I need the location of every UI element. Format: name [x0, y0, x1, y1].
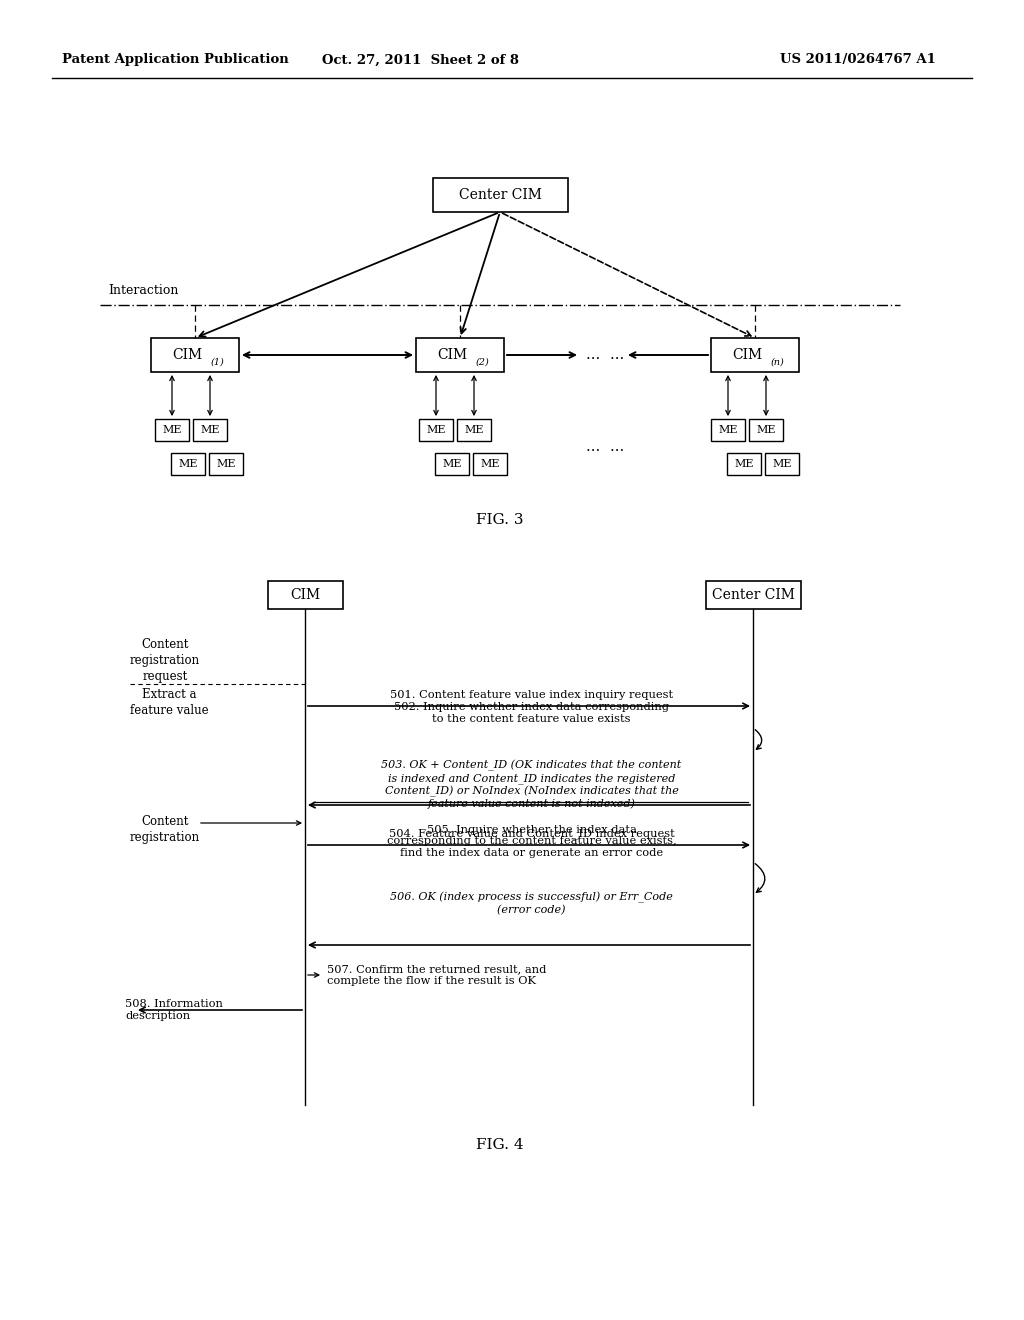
FancyBboxPatch shape: [155, 418, 189, 441]
Text: 506. OK (index process is successful) or Err_Code
(error code): 506. OK (index process is successful) or…: [390, 892, 673, 915]
FancyBboxPatch shape: [267, 581, 342, 609]
Text: (n): (n): [771, 358, 784, 367]
Text: ME: ME: [734, 459, 754, 469]
Text: Content
registration: Content registration: [130, 814, 200, 843]
Text: FIG. 4: FIG. 4: [476, 1138, 524, 1152]
Text: US 2011/0264767 A1: US 2011/0264767 A1: [780, 54, 936, 66]
Text: (1): (1): [211, 358, 224, 367]
FancyBboxPatch shape: [727, 453, 761, 475]
FancyBboxPatch shape: [711, 418, 745, 441]
FancyBboxPatch shape: [457, 418, 490, 441]
Text: 501. Content feature value index inquiry request: 501. Content feature value index inquiry…: [390, 690, 673, 700]
FancyBboxPatch shape: [193, 418, 227, 441]
Text: 505. Inquire whether the index data
corresponding to the content feature value e: 505. Inquire whether the index data corr…: [387, 825, 676, 858]
Text: 507. Confirm the returned result, and
complete the flow if the result is OK: 507. Confirm the returned result, and co…: [327, 964, 547, 986]
FancyBboxPatch shape: [209, 453, 243, 475]
Text: ME: ME: [162, 425, 181, 436]
Text: FIG. 3: FIG. 3: [476, 513, 523, 527]
Text: ME: ME: [718, 425, 737, 436]
FancyArrowPatch shape: [503, 214, 751, 337]
Text: ME: ME: [442, 459, 462, 469]
Text: 503. OK + Content_ID (OK indicates that the content
is indexed and Content_ID in: 503. OK + Content_ID (OK indicates that …: [381, 760, 682, 809]
Text: ME: ME: [757, 425, 776, 436]
FancyBboxPatch shape: [432, 178, 567, 213]
Text: Oct. 27, 2011  Sheet 2 of 8: Oct. 27, 2011 Sheet 2 of 8: [322, 54, 518, 66]
Text: (2): (2): [476, 358, 489, 367]
Text: ME: ME: [772, 459, 792, 469]
Text: CIM: CIM: [290, 587, 321, 602]
FancyBboxPatch shape: [749, 418, 783, 441]
Text: ...  ...: ... ...: [586, 348, 624, 362]
Text: ME: ME: [464, 425, 483, 436]
Text: Patent Application Publication: Patent Application Publication: [62, 54, 289, 66]
Text: Interaction: Interaction: [108, 284, 178, 297]
Text: 508. Information
description: 508. Information description: [125, 999, 223, 1020]
FancyBboxPatch shape: [171, 453, 205, 475]
Text: CIM: CIM: [732, 348, 762, 362]
Text: 504. Feature value and Content_ID index request: 504. Feature value and Content_ID index …: [389, 828, 675, 840]
Text: CIM: CIM: [437, 348, 467, 362]
Text: ME: ME: [480, 459, 500, 469]
FancyBboxPatch shape: [419, 418, 453, 441]
FancyBboxPatch shape: [416, 338, 504, 372]
Text: Center CIM: Center CIM: [459, 187, 542, 202]
Text: Extract a
feature value: Extract a feature value: [130, 688, 209, 717]
Text: 502. Inquire whether index data corresponding
to the content feature value exist: 502. Inquire whether index data correspo…: [394, 702, 669, 723]
Text: ME: ME: [216, 459, 236, 469]
FancyBboxPatch shape: [765, 453, 799, 475]
Text: Center CIM: Center CIM: [712, 587, 795, 602]
Text: CIM: CIM: [172, 348, 202, 362]
Text: ME: ME: [178, 459, 198, 469]
FancyBboxPatch shape: [473, 453, 507, 475]
Text: ...  ...: ... ...: [586, 440, 624, 454]
Text: ME: ME: [426, 425, 445, 436]
Text: ME: ME: [201, 425, 220, 436]
FancyBboxPatch shape: [711, 338, 799, 372]
FancyBboxPatch shape: [435, 453, 469, 475]
Text: Content
registration
request: Content registration request: [130, 638, 200, 682]
FancyBboxPatch shape: [151, 338, 239, 372]
FancyBboxPatch shape: [706, 581, 801, 609]
